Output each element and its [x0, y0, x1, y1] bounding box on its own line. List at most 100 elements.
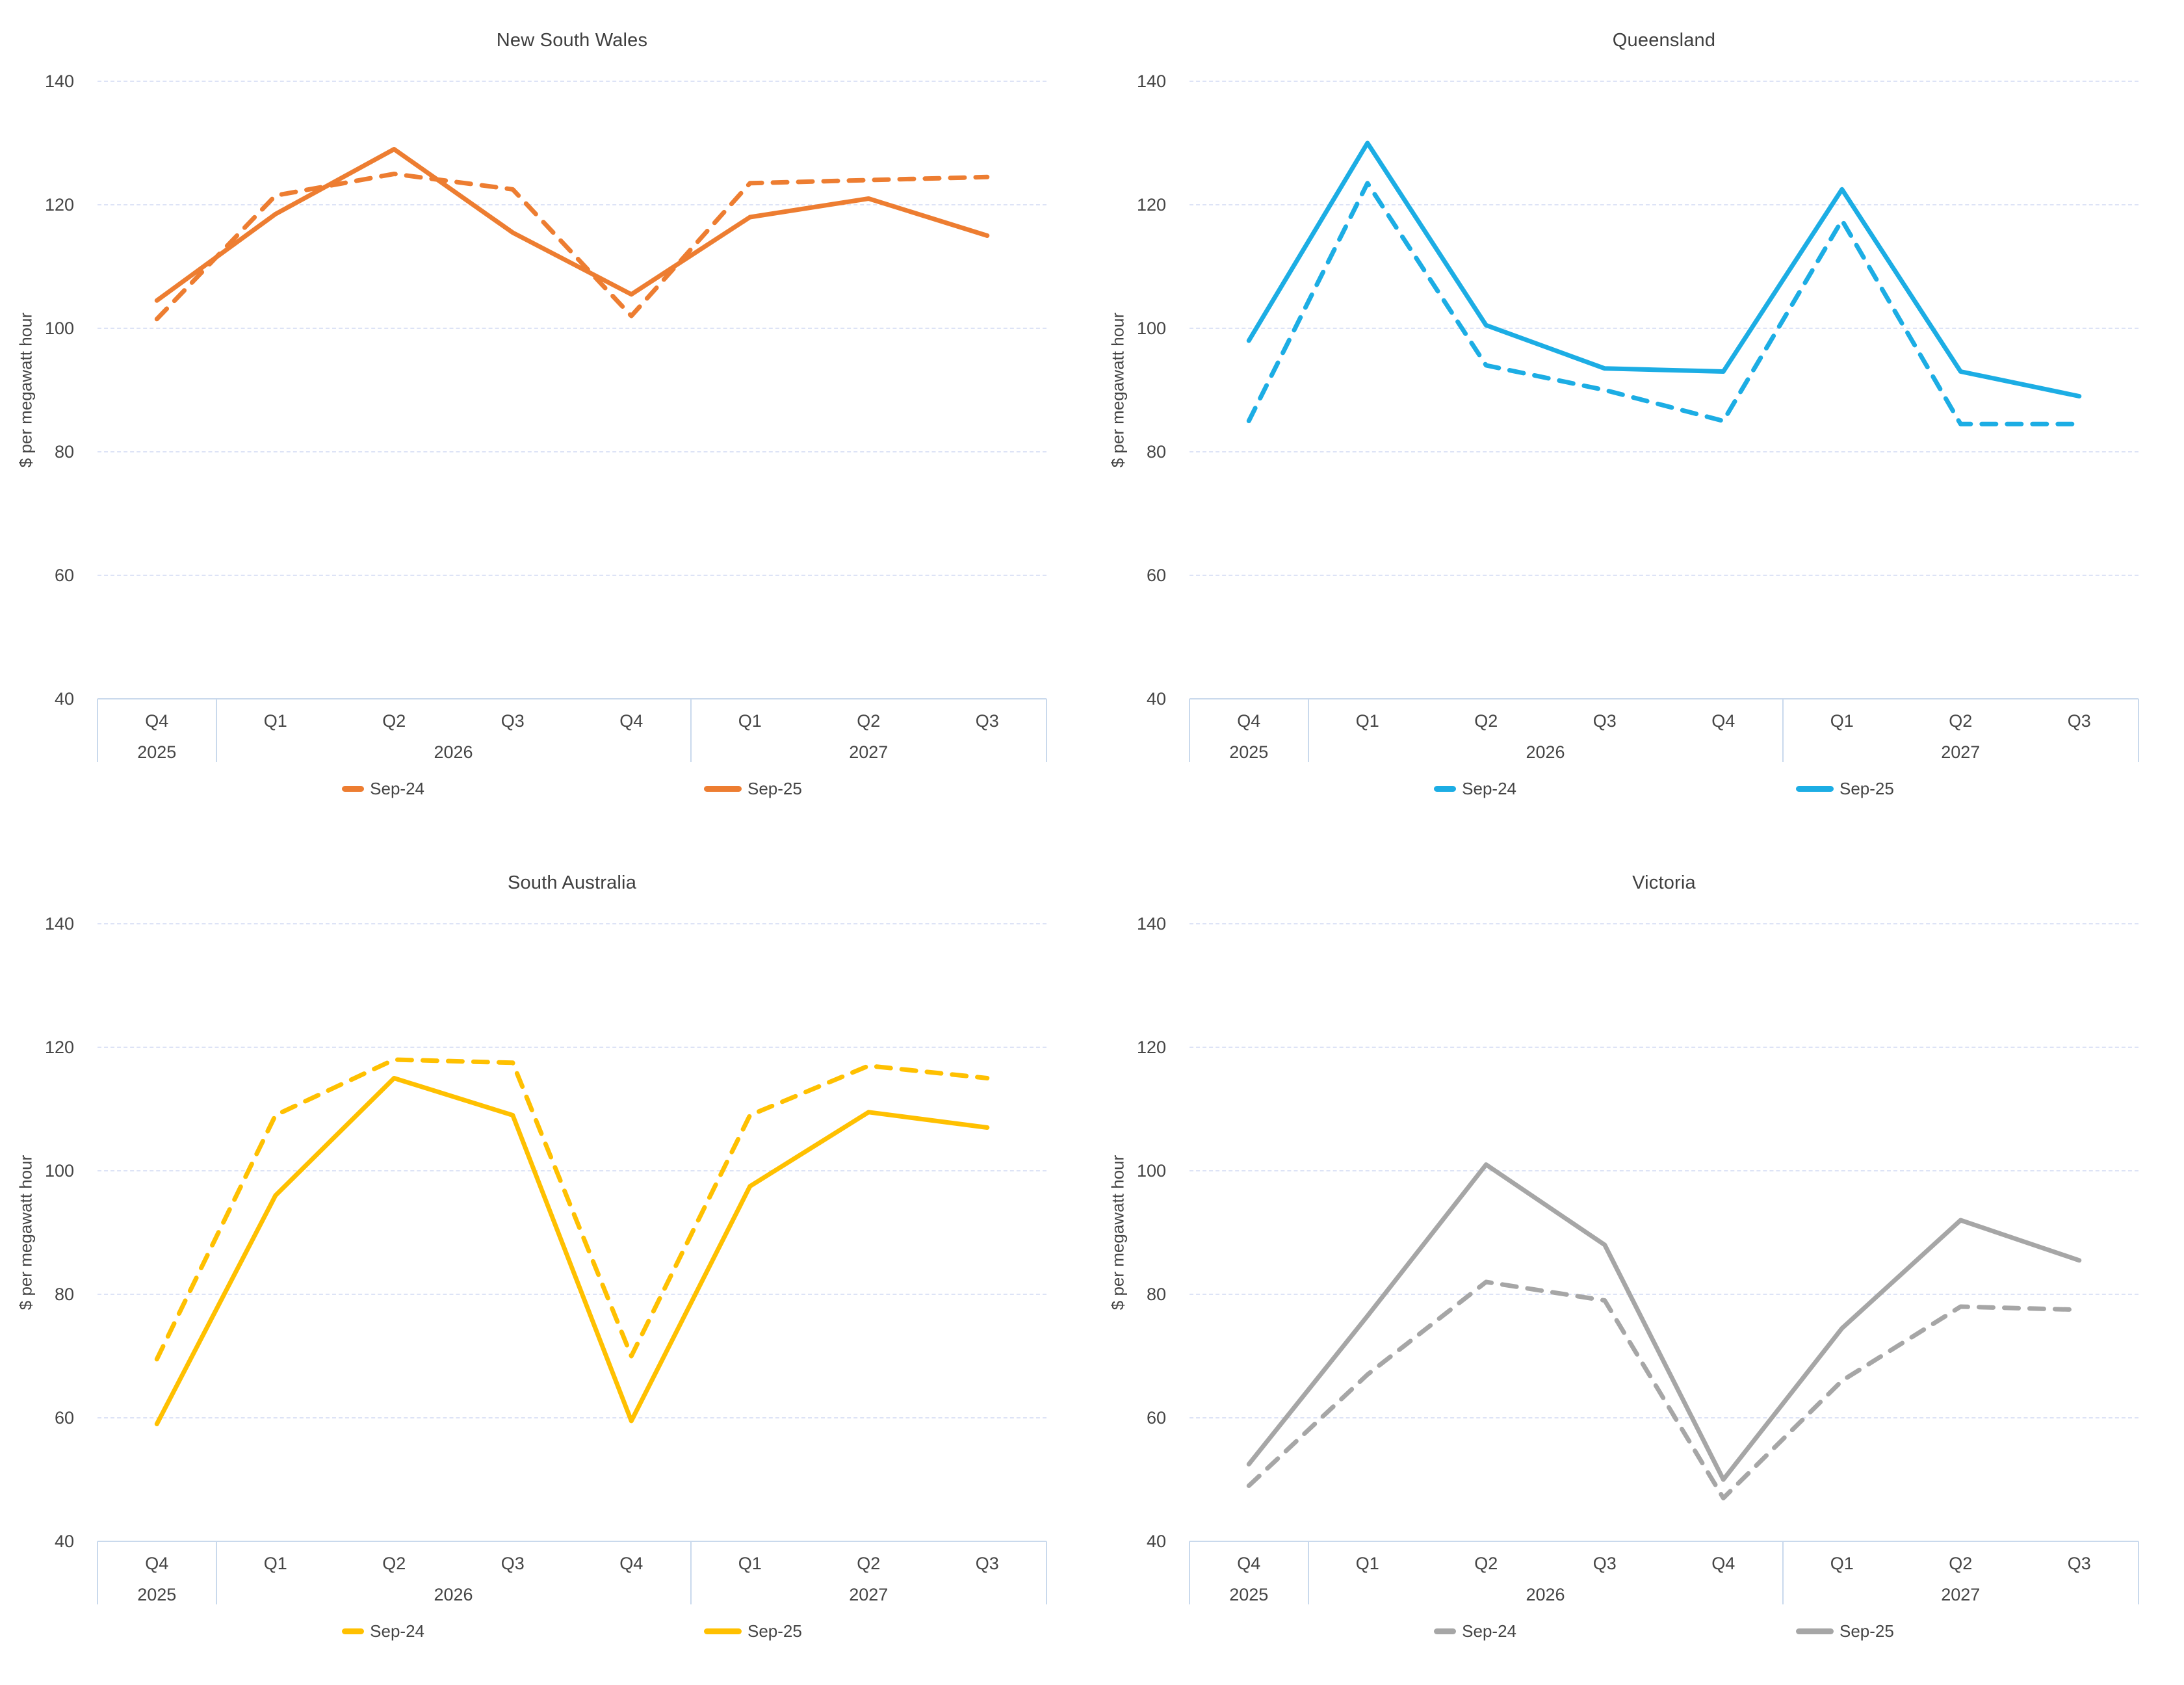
series-plot	[1246, 140, 2082, 426]
x-quarter-label: Q2	[382, 1554, 406, 1573]
x-year-label: 2025	[137, 1585, 177, 1604]
y-tick-label: 60	[54, 1408, 74, 1428]
y-tick-label: 120	[1136, 1038, 1166, 1057]
legend-label: Sep-24	[370, 779, 424, 798]
gridline	[98, 451, 1046, 452]
y-tick-label: 120	[44, 1038, 74, 1057]
y-tick-label: 120	[1136, 195, 1166, 215]
x-year-label: 2027	[1941, 742, 1981, 762]
legend-label: Sep-24	[370, 1621, 424, 1641]
legend-item: Sep-25	[1796, 779, 1894, 799]
x-quarter-label: Q2	[857, 1554, 881, 1573]
series-line-sep-24	[1246, 1279, 2082, 1500]
year-separator	[2138, 699, 2139, 762]
year-separator	[1046, 1541, 1047, 1604]
chart-victoria: Victoria $ per megawatt hour 140 120 100 80…	[1092, 842, 2184, 1685]
x-quarter-label: Q2	[857, 711, 881, 731]
year-separator	[2138, 1541, 2139, 1604]
x-quarter-label: Q1	[738, 1554, 762, 1573]
y-tick-label: 140	[1136, 914, 1166, 934]
y-tick-label: 120	[44, 195, 74, 215]
year-separator	[690, 1541, 692, 1604]
chart-queensland: Queensland $ per megawatt hour 140 120 100…	[1092, 0, 2184, 842]
gridline	[1190, 1170, 2138, 1171]
legend: Sep-24 Sep-25	[1190, 1621, 2138, 1641]
y-tick-label: 100	[1136, 1161, 1166, 1181]
x-year-label: 2025	[1229, 1585, 1269, 1604]
y-tick-label: 100	[44, 1161, 74, 1181]
chart-title: Queensland	[1612, 30, 1716, 51]
y-tick-label: 60	[54, 566, 74, 585]
x-quarter-label: Q1	[1355, 1554, 1379, 1573]
gridline	[98, 1170, 1046, 1171]
x-quarter-label: Q3	[500, 1554, 525, 1573]
x-year-label: 2027	[1941, 1585, 1981, 1604]
year-separator	[1782, 1541, 1784, 1604]
x-quarter-label: Q2	[1949, 1554, 1973, 1573]
series-plot	[154, 1057, 990, 1426]
y-tick-label: 40	[1146, 1532, 1166, 1551]
y-tick-label: 60	[1146, 1408, 1166, 1428]
series-line-sep-25	[1246, 140, 2082, 398]
year-separator	[1046, 699, 1047, 762]
legend-item: Sep-24	[342, 779, 424, 799]
year-separator	[690, 699, 692, 762]
gridline	[98, 575, 1046, 576]
legend-label: Sep-25	[748, 1621, 802, 1641]
legend-marker-solid	[1796, 786, 1834, 792]
year-separator	[1307, 1541, 1309, 1604]
legend-marker-dashed	[1434, 786, 1457, 792]
series-plot	[1246, 1162, 2082, 1500]
y-tick-label: 80	[1146, 442, 1166, 462]
x-quarter-label: Q1	[1830, 1554, 1854, 1573]
chart-title: New South Wales	[496, 30, 648, 51]
x-axis-line	[98, 1541, 1046, 1542]
x-quarter-label: Q4	[1237, 711, 1261, 731]
legend: Sep-24 Sep-25	[98, 1621, 1046, 1641]
x-quarter-label: Q2	[1949, 711, 1973, 731]
x-quarter-label: Q4	[619, 711, 644, 731]
x-quarter-label: Q1	[1355, 711, 1379, 731]
gridline	[98, 1047, 1046, 1048]
legend: Sep-24 Sep-25	[98, 779, 1046, 799]
series-line-sep-25	[1246, 1162, 2082, 1482]
x-quarter-label: Q3	[2067, 1554, 2091, 1573]
gridline	[98, 1417, 1046, 1418]
legend-item: Sep-25	[1796, 1621, 1894, 1641]
x-quarter-label: Q1	[263, 1554, 287, 1573]
x-year-label: 2026	[434, 742, 473, 762]
year-separator	[1307, 699, 1309, 762]
chart-title: South Australia	[507, 872, 637, 894]
gridline	[1190, 81, 2138, 82]
x-quarter-label: Q3	[975, 1554, 999, 1573]
x-year-label: 2025	[1229, 742, 1269, 762]
x-quarter-label: Q4	[1711, 1554, 1736, 1573]
x-quarter-label: Q3	[1592, 1554, 1617, 1573]
gridline	[1190, 328, 2138, 329]
legend-marker-dashed	[342, 786, 365, 792]
gridline	[1190, 1294, 2138, 1295]
x-year-label: 2027	[849, 742, 889, 762]
legend-label: Sep-24	[1462, 1621, 1516, 1641]
series-plot	[154, 147, 990, 322]
x-axis-line	[1190, 698, 2138, 699]
year-separator	[1189, 699, 1190, 762]
y-tick-label: 40	[54, 1532, 74, 1551]
x-quarter-label: Q1	[1830, 711, 1854, 731]
legend-item: Sep-24	[342, 1621, 424, 1641]
legend-marker-solid	[704, 1628, 742, 1634]
legend-item: Sep-24	[1434, 1621, 1516, 1641]
year-separator	[215, 1541, 217, 1604]
x-quarter-label: Q4	[145, 1554, 169, 1573]
x-axis-line	[98, 698, 1046, 699]
legend-marker-solid	[1796, 1628, 1834, 1634]
y-tick-label: 140	[1136, 72, 1166, 91]
legend-marker-dashed	[1434, 1628, 1457, 1634]
y-tick-label: 80	[54, 1285, 74, 1304]
gridline	[98, 204, 1046, 205]
y-tick-label: 100	[44, 319, 74, 338]
x-quarter-label: Q1	[263, 711, 287, 731]
series-line-sep-24	[154, 172, 990, 322]
y-tick-label: 80	[1146, 1285, 1166, 1304]
